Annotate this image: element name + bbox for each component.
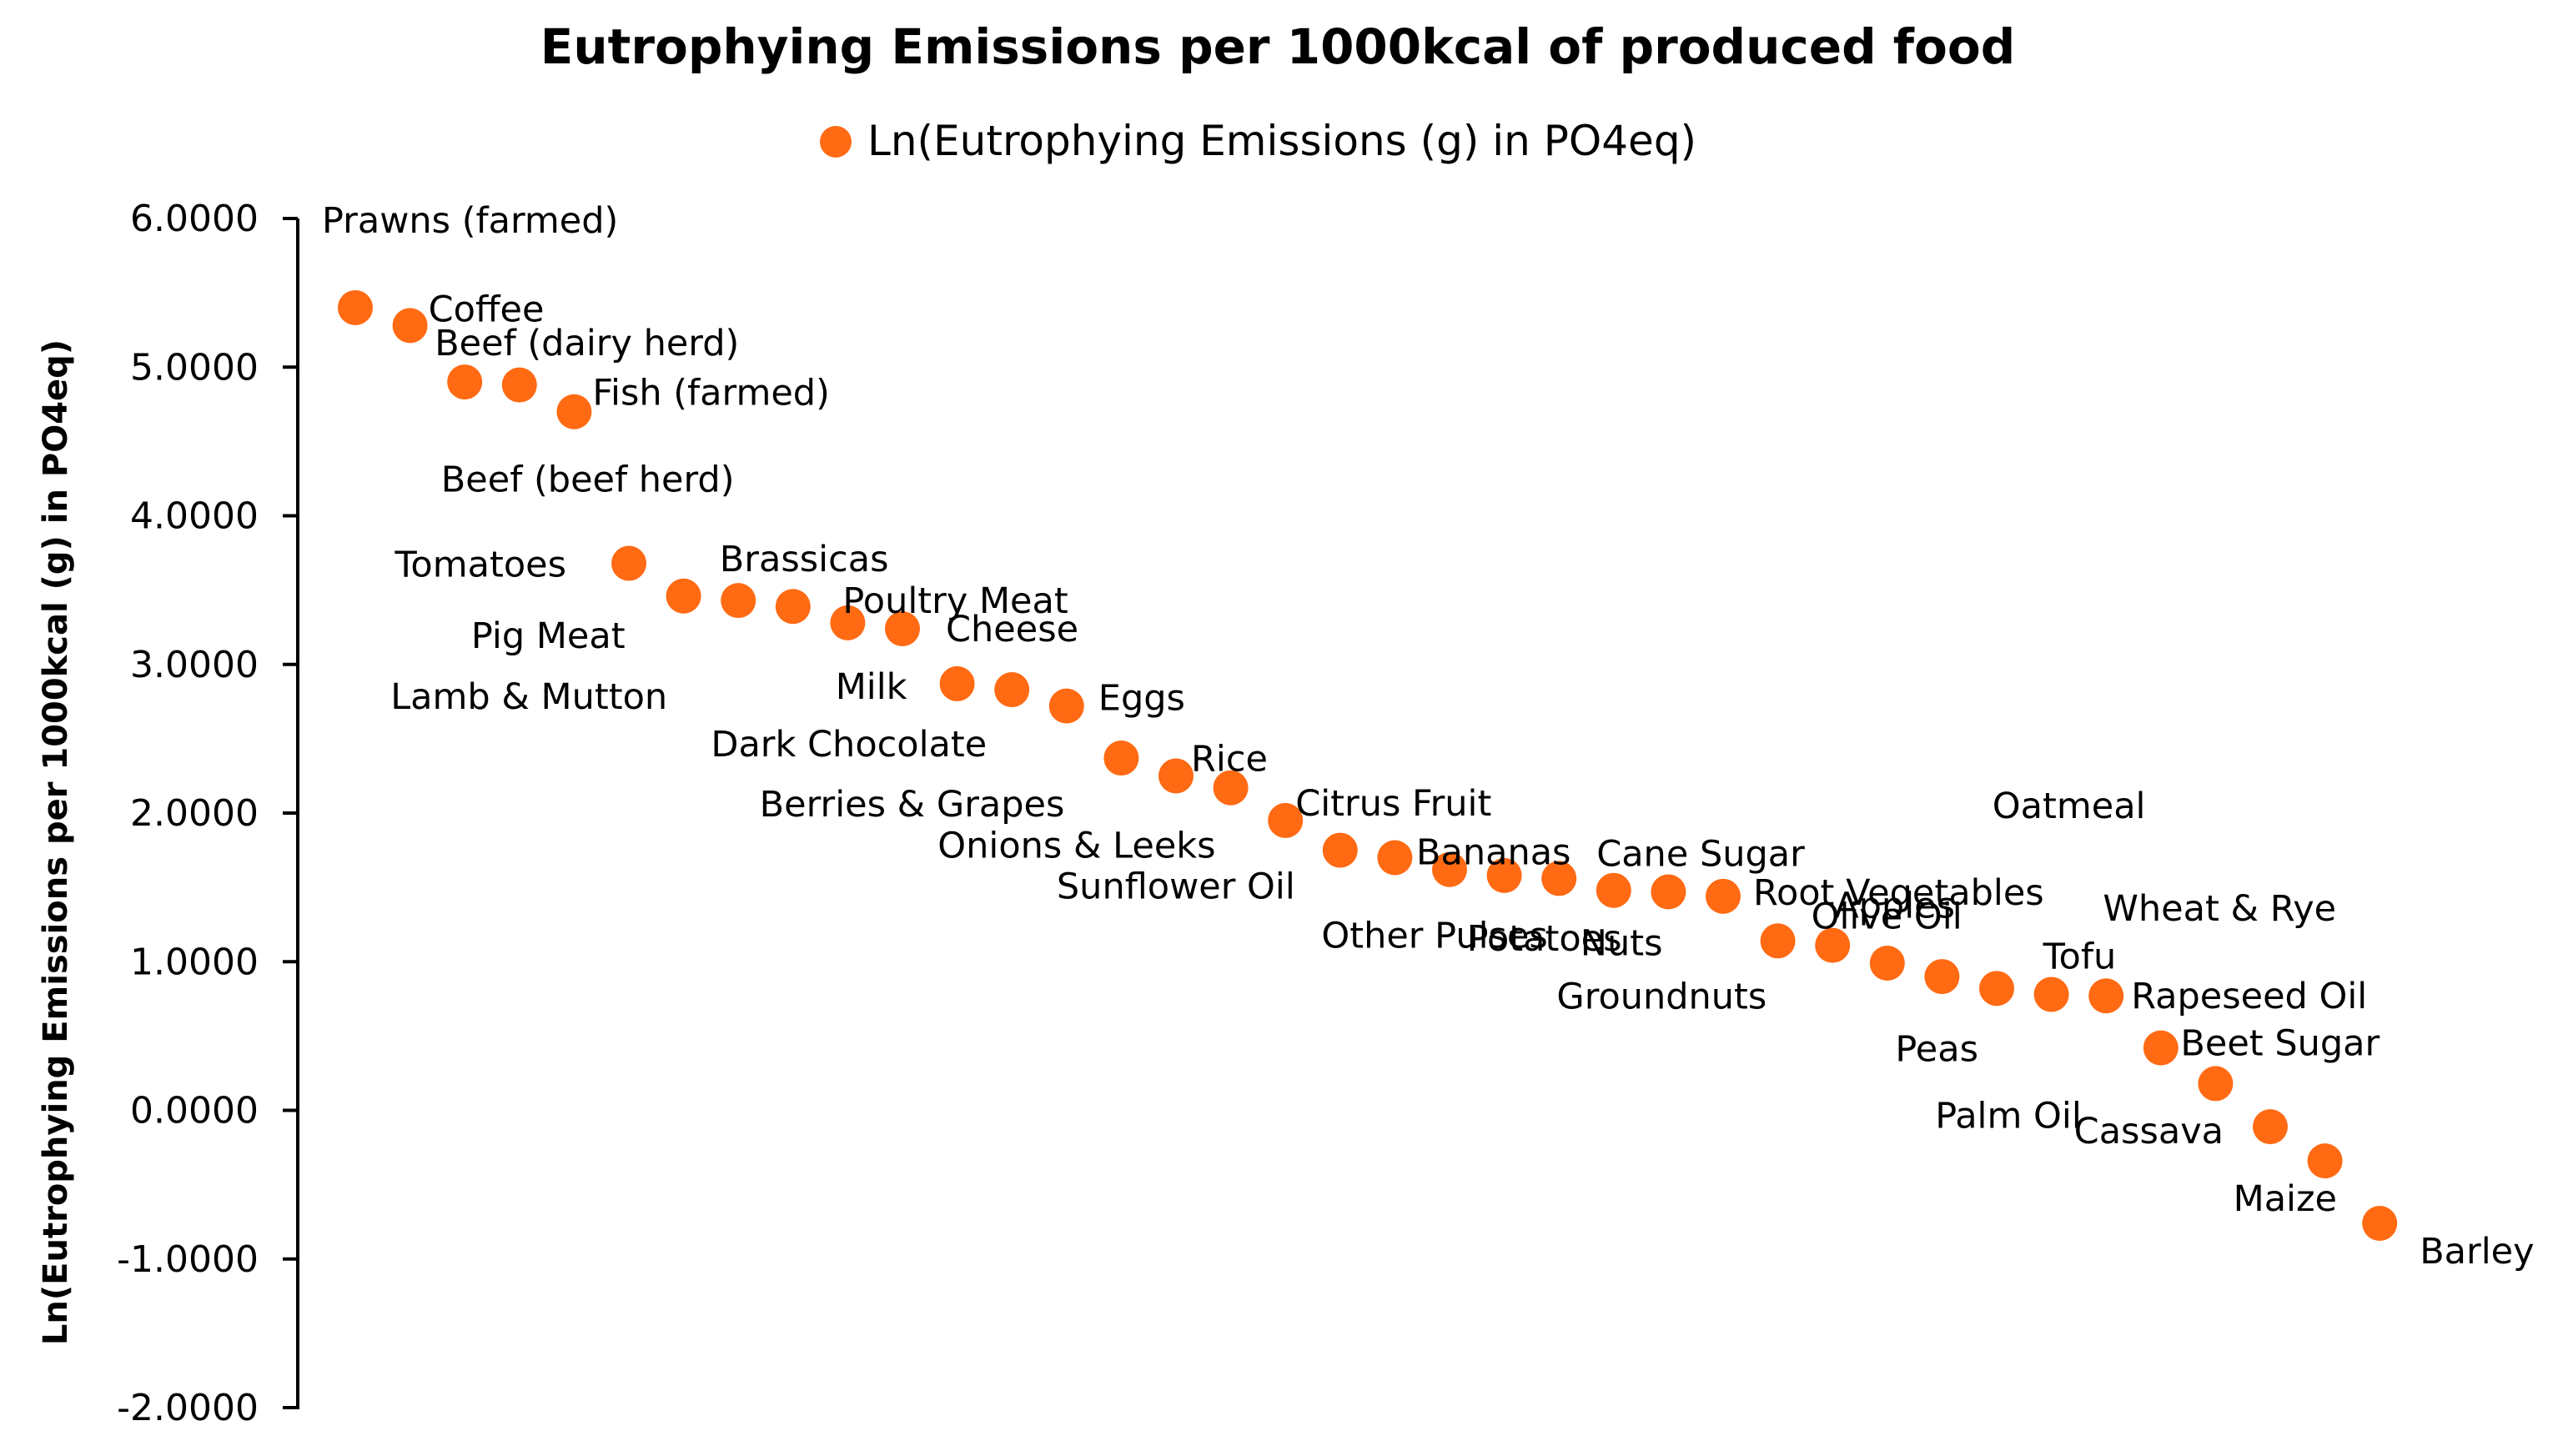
data-point bbox=[447, 364, 483, 400]
data-point bbox=[1869, 946, 1905, 982]
data-point bbox=[1486, 857, 1522, 893]
data-point bbox=[392, 308, 428, 344]
chart-title: Eutrophying Emissions per 1000kcal of pr… bbox=[540, 18, 2015, 75]
data-points bbox=[338, 289, 2398, 1241]
legend-marker bbox=[820, 126, 852, 158]
data-label: Onions & Leeks bbox=[937, 826, 1215, 867]
data-label: Lamb & Mutton bbox=[390, 676, 667, 718]
data-point bbox=[830, 605, 866, 640]
data-label: Cane Sugar bbox=[1596, 833, 1805, 875]
data-label: Cassava bbox=[2074, 1111, 2224, 1152]
data-point bbox=[501, 367, 537, 403]
data-label: Prawns (farmed) bbox=[322, 200, 618, 242]
data-point bbox=[666, 578, 701, 614]
data-point bbox=[1268, 802, 1304, 838]
data-point bbox=[1924, 959, 1960, 995]
y-tick-label: 6.0000 bbox=[130, 198, 259, 240]
data-point bbox=[2033, 977, 2069, 1012]
data-label: Nuts bbox=[1581, 923, 1663, 965]
data-point bbox=[1158, 758, 1194, 794]
data-point bbox=[1760, 923, 1796, 959]
y-tick-label: 4.0000 bbox=[130, 495, 259, 538]
data-label: Apples bbox=[1834, 886, 1955, 927]
data-point bbox=[2143, 1030, 2179, 1066]
data-label: Wheat & Rye bbox=[2103, 888, 2336, 930]
data-label: Maize bbox=[2234, 1178, 2337, 1220]
data-point bbox=[994, 672, 1030, 708]
data-label: Olive Oil bbox=[1812, 896, 1962, 937]
y-axis-ticks: 6.0000 5.0000 4.0000 3.0000 2.0000 1.0000 0.00… bbox=[117, 198, 298, 1429]
y-tick-label: 0.0000 bbox=[130, 1090, 259, 1132]
data-point bbox=[2088, 978, 2124, 1014]
data-label: Rice bbox=[1191, 738, 1268, 780]
y-tick-label: 3.0000 bbox=[130, 644, 259, 686]
data-point bbox=[2362, 1205, 2398, 1241]
data-point bbox=[939, 665, 975, 701]
data-point bbox=[775, 589, 811, 625]
data-point bbox=[1377, 840, 1413, 876]
legend: Ln(Eutrophying Emissions (g) in PO4eq) bbox=[820, 117, 1696, 165]
y-tick-label: -1.0000 bbox=[117, 1238, 259, 1281]
legend-label: Ln(Eutrophying Emissions (g) in PO4eq) bbox=[867, 117, 1696, 165]
data-point bbox=[2253, 1109, 2288, 1145]
data-label: Beet Sugar bbox=[2180, 1022, 2380, 1064]
data-label: Cheese bbox=[946, 609, 1078, 650]
y-tick-label: 5.0000 bbox=[130, 346, 259, 389]
data-label: Tomatoes bbox=[394, 545, 566, 586]
data-point bbox=[2307, 1143, 2343, 1179]
data-label: Beef (dairy herd) bbox=[435, 323, 739, 364]
data-point bbox=[1979, 971, 2014, 1007]
data-label: Tofu bbox=[2043, 936, 2117, 977]
data-label: Oatmeal bbox=[1993, 786, 2146, 827]
data-point bbox=[885, 610, 920, 646]
data-point bbox=[338, 289, 373, 325]
data-label: Poultry Meat bbox=[842, 580, 1068, 622]
data-point bbox=[1541, 861, 1577, 896]
data-point bbox=[556, 394, 592, 429]
data-point bbox=[721, 583, 756, 619]
data-label: Palm Oil bbox=[1935, 1096, 2082, 1137]
data-label: Brassicas bbox=[720, 539, 889, 580]
y-tick-label: 2.0000 bbox=[130, 792, 259, 835]
data-label: Dark Chocolate bbox=[711, 724, 987, 766]
y-tick-label: -2.0000 bbox=[117, 1387, 259, 1429]
data-point bbox=[1815, 927, 1851, 963]
data-label: Groundnuts bbox=[1556, 976, 1766, 1017]
y-axis-label: Ln(Eutrophying Emissions per 1000kcal (g… bbox=[37, 339, 75, 1345]
data-label: Sunflower Oil bbox=[1057, 866, 1295, 908]
data-label: Potatoes bbox=[1467, 918, 1622, 960]
data-label: Milk bbox=[836, 666, 907, 708]
data-label: Root Vegetables bbox=[1753, 872, 2044, 914]
data-point bbox=[1432, 851, 1467, 887]
data-point bbox=[1048, 688, 1084, 724]
data-point bbox=[2198, 1066, 2234, 1102]
data-label: Fish (farmed) bbox=[592, 373, 829, 414]
data-label: Eggs bbox=[1098, 678, 1185, 720]
data-point bbox=[1651, 874, 1686, 910]
data-label: Pig Meat bbox=[471, 615, 626, 657]
data-label: Barley bbox=[2420, 1231, 2534, 1273]
data-label: Other Pulses bbox=[1321, 915, 1547, 956]
y-tick-label: 1.0000 bbox=[130, 941, 259, 983]
data-label: Citrus Fruit bbox=[1295, 783, 1491, 825]
data-point bbox=[1596, 872, 1631, 908]
data-label: Beef (beef herd) bbox=[441, 459, 735, 501]
data-label: Berries & Grapes bbox=[760, 784, 1065, 826]
data-label: Bananas bbox=[1416, 832, 1570, 874]
data-label: Rapeseed Oil bbox=[2131, 976, 2367, 1017]
data-point bbox=[1213, 770, 1249, 806]
data-label: Peas bbox=[1895, 1028, 1978, 1070]
data-point bbox=[1706, 878, 1741, 914]
data-point bbox=[1103, 741, 1139, 776]
data-point bbox=[611, 545, 646, 581]
data-point bbox=[1322, 832, 1358, 868]
data-label: Coffee bbox=[429, 289, 545, 330]
